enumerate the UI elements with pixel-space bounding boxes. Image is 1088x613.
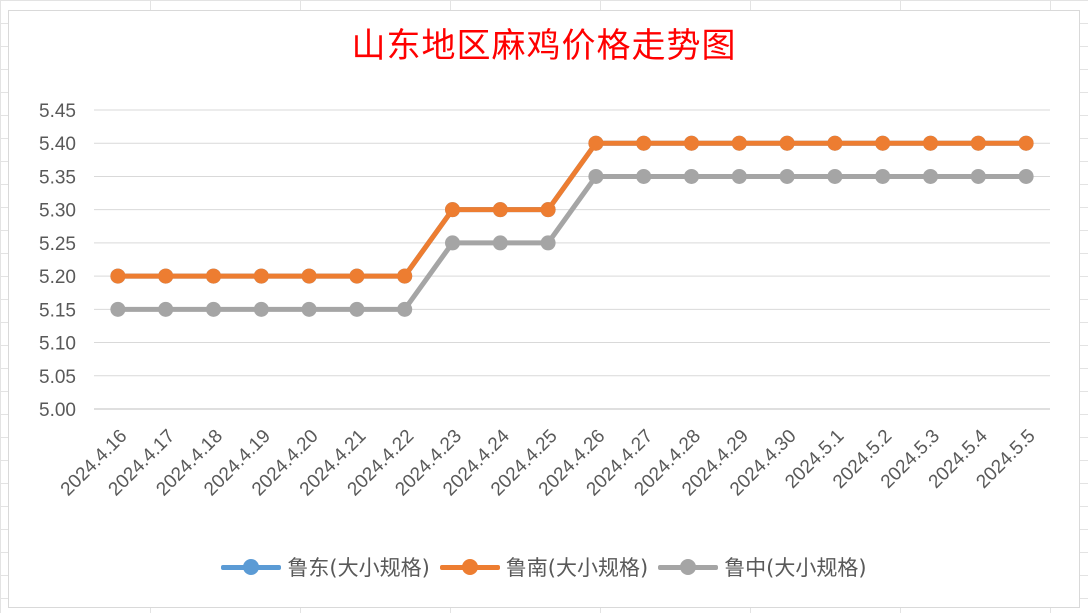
data-point [110, 268, 126, 284]
data-point [1018, 168, 1034, 184]
data-point [1018, 135, 1034, 151]
legend-item: 鲁南(大小规格) [439, 552, 649, 582]
y-tick-label: 5.10 [39, 334, 76, 355]
sheet-gridline [0, 0, 1, 613]
y-tick-label: 5.40 [39, 134, 76, 155]
data-point [875, 168, 891, 184]
y-tick-label: 5.30 [39, 201, 76, 222]
series-layer [110, 135, 1034, 317]
y-tick-label: 5.45 [39, 101, 76, 122]
data-point [827, 168, 843, 184]
series-1 [110, 135, 1034, 284]
data-point [445, 202, 460, 218]
data-point [588, 168, 604, 184]
legend-label: 鲁东(大小规格) [287, 556, 430, 580]
y-tick-label: 5.05 [39, 367, 76, 388]
y-axis-tick-labels: 5.00 5.05 5.10 5.15 5.20 5.25 5.30 5.35 5.40 5.45 [39, 101, 76, 421]
legend-label: 鲁中(大小规格) [724, 556, 867, 580]
legend-swatch [221, 557, 282, 577]
legend-label: 鲁南(大小规格) [505, 556, 649, 580]
y-tick-label: 5.00 [39, 400, 76, 421]
y-tick-label: 5.25 [39, 234, 76, 255]
data-point [636, 135, 652, 151]
grid-lines [94, 109, 1050, 410]
data-point [445, 235, 460, 251]
series-2 [110, 168, 1034, 317]
data-point [827, 135, 843, 151]
y-tick-label: 5.15 [39, 300, 76, 321]
x-axis-tick-labels: 2024.4.162024.4.172024.4.182024.4.192024… [57, 425, 1040, 500]
data-point [684, 135, 699, 151]
legend-swatch [439, 557, 500, 577]
data-point [923, 168, 938, 184]
data-point [492, 235, 508, 251]
data-point [731, 135, 747, 151]
data-point [731, 168, 747, 184]
legend-swatch [658, 557, 719, 577]
data-point [206, 301, 221, 317]
data-point [158, 301, 174, 317]
data-point [540, 202, 556, 218]
data-point [492, 202, 508, 218]
legend-item: 鲁中(大小规格) [658, 552, 867, 582]
data-point [636, 168, 652, 184]
data-point [970, 168, 986, 184]
data-point [349, 301, 365, 317]
data-point [110, 301, 126, 317]
data-point [158, 268, 174, 284]
data-point [923, 135, 938, 151]
data-point [779, 135, 795, 151]
data-point [301, 268, 317, 284]
data-point [588, 135, 604, 151]
legend: 鲁东(大小规格) 鲁南(大小规格) 鲁中(大小规格) [0, 552, 1088, 582]
data-point [397, 268, 413, 284]
series-line [117, 173, 1027, 312]
sheet-gridline [0, 0, 1088, 1]
data-point [253, 268, 269, 284]
data-point [684, 168, 699, 184]
data-point [397, 301, 413, 317]
y-tick-label: 5.35 [39, 167, 76, 188]
series-line [117, 140, 1027, 279]
legend-item: 鲁东(大小规格) [221, 552, 430, 582]
data-point [779, 168, 795, 184]
data-point [253, 301, 269, 317]
data-point [349, 268, 365, 284]
chart-title: 山东地区麻鸡价格走势图 [351, 26, 737, 66]
data-point [970, 135, 986, 151]
y-tick-label: 5.20 [39, 267, 76, 288]
data-point [301, 301, 317, 317]
data-point [206, 268, 221, 284]
data-point [875, 135, 891, 151]
data-point [540, 235, 556, 251]
